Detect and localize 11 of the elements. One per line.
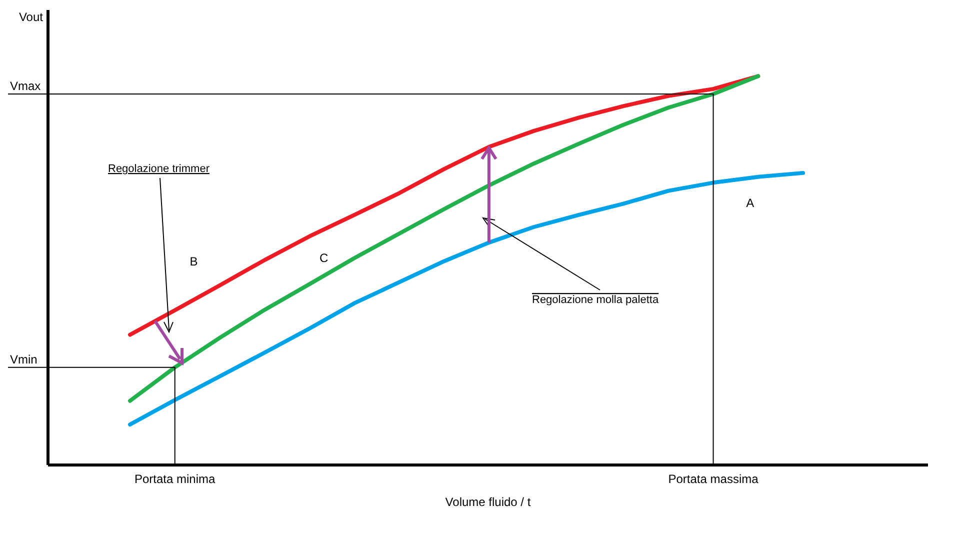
annotation: Regolazione trimmer bbox=[108, 163, 210, 175]
text: Portata massima bbox=[668, 472, 759, 486]
series-label: A bbox=[746, 196, 754, 210]
annotation: Regolazione molla paletta bbox=[532, 294, 660, 306]
text: Vout bbox=[18, 10, 44, 24]
text: B bbox=[190, 254, 198, 268]
text: Vmin bbox=[10, 352, 38, 366]
text: Portata minima bbox=[134, 472, 216, 486]
series-label: C bbox=[319, 251, 328, 266]
text: Vmax bbox=[10, 79, 41, 93]
x-axis-title: Volume fluido / t bbox=[445, 495, 532, 509]
